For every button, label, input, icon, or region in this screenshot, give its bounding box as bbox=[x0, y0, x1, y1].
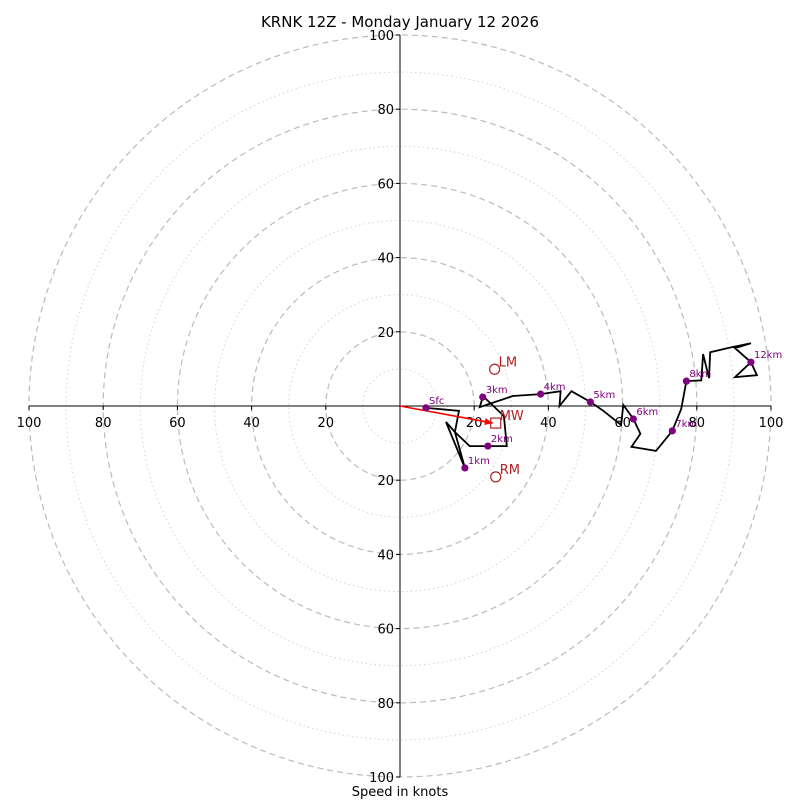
y-tick-label: 60 bbox=[377, 623, 394, 638]
x-tick-label: 100 bbox=[759, 416, 784, 431]
storm-motion-marker-lm bbox=[489, 363, 501, 375]
y-tick-label: 80 bbox=[377, 103, 394, 118]
y-tick-label: 20 bbox=[377, 474, 394, 489]
shear-vector-line bbox=[399, 405, 493, 424]
x-tick-label: 60 bbox=[169, 416, 186, 431]
height-label-2km: 2km bbox=[491, 434, 513, 445]
storm-motion-markers: LM MW RM bbox=[489, 355, 524, 483]
x-tick-label: 20 bbox=[318, 416, 335, 431]
height-marker-3km bbox=[479, 393, 487, 401]
height-marker-5km bbox=[586, 398, 594, 406]
x-tick-label: 80 bbox=[689, 416, 706, 431]
height-label-6km: 6km bbox=[636, 407, 658, 418]
y-tick-label: 40 bbox=[377, 548, 394, 563]
height-marker-2km bbox=[484, 442, 492, 450]
wind-trace-line bbox=[425, 342, 759, 469]
y-tick-label: 20 bbox=[377, 326, 394, 341]
height-marker-12km bbox=[747, 358, 755, 366]
height-marker-7km bbox=[668, 427, 676, 435]
height-marker-1km bbox=[461, 464, 469, 472]
x-tick-label: 40 bbox=[540, 416, 557, 431]
height-label-1km: 1km bbox=[468, 456, 490, 467]
height-marker-8km bbox=[682, 377, 691, 385]
y-tick-label: 40 bbox=[377, 252, 394, 267]
x-tick-label: 100 bbox=[17, 416, 42, 431]
storm-motion-label-lm: LM bbox=[499, 355, 517, 370]
height-label-sfc: Sfc bbox=[429, 396, 444, 407]
x-axis-label: Speed in knots bbox=[352, 785, 449, 800]
x-tick-label: 80 bbox=[95, 416, 112, 431]
height-marker-4km bbox=[537, 390, 545, 398]
height-label-8km: 8km bbox=[689, 369, 711, 380]
height-label-5km: 5km bbox=[593, 390, 615, 401]
height-label-12km: 12km bbox=[754, 350, 782, 361]
height-label-4km: 4km bbox=[544, 382, 566, 393]
storm-motion-label-mw: MW bbox=[500, 409, 524, 424]
y-tick-label: 80 bbox=[377, 697, 394, 712]
height-marker-6km bbox=[629, 415, 637, 423]
shear-vector-arrowhead bbox=[484, 418, 493, 426]
height-label-3km: 3km bbox=[486, 385, 508, 396]
storm-motion-marker-rm bbox=[490, 471, 502, 483]
height-label-7km: 7km bbox=[675, 419, 697, 430]
y-tick-label: 60 bbox=[377, 177, 394, 192]
x-tick-label: 40 bbox=[243, 416, 260, 431]
y-tick-label: 100 bbox=[369, 771, 394, 786]
y-tick-label: 100 bbox=[369, 29, 394, 44]
x-tick-label: 60 bbox=[614, 416, 631, 431]
height-marker-sfc bbox=[422, 404, 430, 412]
hodograph-trace bbox=[425, 342, 759, 469]
chart-title: KRNK 12Z - Monday January 12 2026 bbox=[261, 13, 539, 31]
storm-motion-label-rm: RM bbox=[500, 463, 520, 478]
storm-motion-marker-mw bbox=[490, 417, 502, 429]
